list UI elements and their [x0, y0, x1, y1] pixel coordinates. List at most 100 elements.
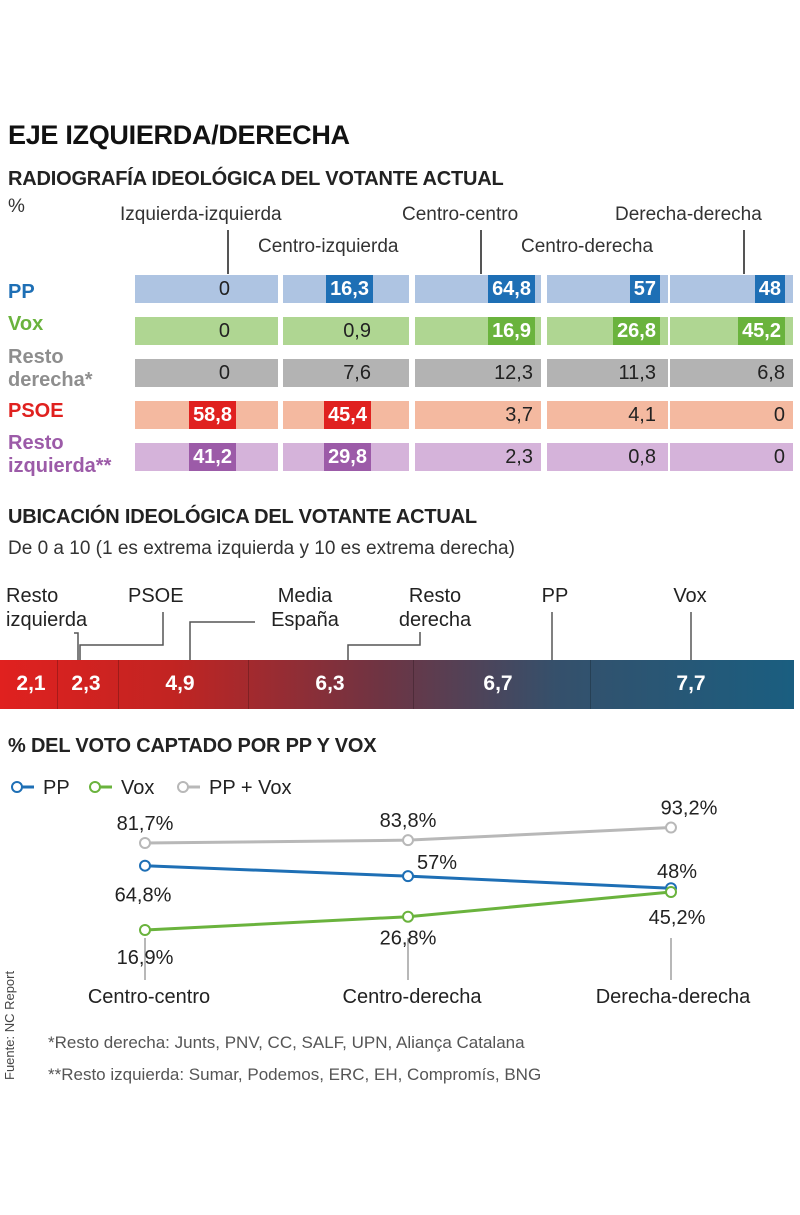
section3-heading: % DEL VOTO CAPTADO POR PP Y VOX [8, 735, 377, 757]
footnote-resto-derecha: *Resto derecha: Junts, PNV, CC, SALF, UP… [48, 1033, 525, 1052]
data-point [665, 886, 677, 899]
data-point [139, 837, 151, 849]
category-label: Centro-centro [88, 986, 210, 1008]
table-cell: 12,3 [415, 359, 541, 387]
cell-value: 16,9 [488, 317, 535, 345]
cell-value: 58,8 [189, 401, 236, 429]
column-header: Centro-derecha [521, 236, 654, 257]
table-cell: 3,7 [415, 401, 541, 429]
table-cell: 57 [547, 275, 668, 303]
scale-category-label: Resto izquierda [6, 585, 88, 631]
data-point [402, 910, 414, 923]
column-leader-line [227, 230, 229, 274]
table-cell: 29,8 [283, 443, 409, 471]
leader-line [189, 621, 255, 660]
cell-value: 29,8 [324, 443, 371, 471]
table-cell: 0 [135, 275, 278, 303]
data-label: 81,7% [117, 813, 174, 835]
scale-value: 6,7 [483, 672, 513, 695]
column-header: Centro-centro [402, 204, 519, 225]
cell-value: 57 [629, 275, 660, 303]
data-label: 93,2% [661, 798, 718, 820]
table-cell: 0 [670, 443, 793, 471]
scale-divider [57, 660, 58, 709]
cell-value: 0,9 [343, 320, 371, 342]
table-cell: 6,8 [670, 359, 793, 387]
cell-value: 0 [218, 278, 230, 300]
scale-category-label: PSOE [128, 585, 184, 607]
table-cell: 58,8 [135, 401, 278, 429]
line-chart: PP Vox PP + Vox Centro-centro Centro-derecha… [11, 777, 751, 1008]
cell-value: 26,8 [613, 317, 660, 345]
row-label: Vox [8, 313, 44, 335]
leader-line [347, 632, 421, 660]
data-label: 45,2% [649, 907, 706, 929]
table-cell: 2,3 [415, 443, 541, 471]
section1-heading: RADIOGRAFÍA IDEOLÓGICA DEL VOTANTE ACTUA… [8, 168, 504, 190]
table-cell: 0,8 [547, 443, 668, 471]
cell-value: 0 [773, 404, 785, 426]
scale-category-label: Media España [271, 585, 339, 631]
row-label: Resto derecha* [8, 346, 93, 391]
section1-unit: % [8, 196, 25, 217]
scale-value: 2,3 [71, 672, 101, 695]
table-cell: 41,2 [135, 443, 278, 471]
data-point [139, 924, 151, 936]
legend-swatch-marker [89, 781, 101, 793]
table-cell: 48 [670, 275, 793, 303]
legend-swatch-marker [11, 781, 23, 793]
scale-category-label: Vox [673, 585, 707, 607]
row-label: PSOE [8, 400, 64, 422]
cell-value: 6,8 [757, 362, 785, 384]
column-leader-line [743, 230, 745, 274]
table-cell: 0 [670, 401, 793, 429]
scale-leader-lines [74, 612, 692, 660]
column-leader-line [480, 230, 482, 274]
cell-value: 16,3 [326, 275, 373, 303]
cell-value: 3,7 [505, 404, 533, 426]
table-cell: 4,1 [547, 401, 668, 429]
table-cell: 7,6 [283, 359, 409, 387]
cell-value: 64,8 [488, 275, 535, 303]
scale-category-label: Resto derecha [398, 585, 472, 631]
section2-subtitle: De 0 a 10 (1 es extrema izquierda y 10 e… [8, 538, 515, 559]
data-label: 26,8% [380, 928, 437, 950]
table-cell: 0 [135, 317, 278, 345]
leader-line [74, 632, 79, 660]
column-header: Izquierda-izquierda [120, 204, 282, 225]
cell-value: 12,3 [494, 362, 533, 384]
data-point [139, 859, 151, 872]
data-label: 57% [417, 852, 457, 874]
data-label: 83,8% [380, 810, 437, 832]
cell-value: 45,4 [324, 401, 371, 429]
cell-value: 0 [218, 320, 230, 342]
scale-value: 4,9 [165, 672, 195, 695]
table-cell: 45,4 [283, 401, 409, 429]
cell-value: 0,8 [628, 446, 656, 468]
footnote-resto-izquierda: **Resto izquierda: Sumar, Podemos, ERC, … [48, 1065, 542, 1084]
scale-category-label: PP [541, 585, 569, 607]
cell-value: 7,6 [343, 362, 371, 384]
cell-value: 11,3 [618, 362, 656, 384]
data-point [402, 870, 414, 883]
legend-swatch-marker [177, 781, 189, 793]
scale-value: 7,7 [676, 672, 706, 695]
cell-value: 45,2 [738, 317, 785, 345]
leader-line [79, 612, 164, 660]
column-header: Centro-izquierda [258, 236, 399, 257]
row-label: PP [8, 281, 35, 303]
source-note: Fuente: NC Report [2, 970, 17, 1080]
row-label: Resto izquierda** [8, 432, 112, 477]
legend-label: Vox [121, 777, 154, 799]
scale-bar [0, 660, 794, 709]
scale-divider [118, 660, 119, 709]
legend-label: PP + Vox [209, 777, 291, 799]
cell-value: 0 [773, 446, 785, 468]
scale-divider [413, 660, 414, 709]
data-point [402, 834, 414, 847]
cell-value: 48 [754, 275, 785, 303]
cell-value: 0 [218, 362, 230, 384]
table-cell: 11,3 [547, 359, 668, 387]
cell-value: 4,1 [628, 404, 656, 426]
table-cell: 0,9 [283, 317, 409, 345]
